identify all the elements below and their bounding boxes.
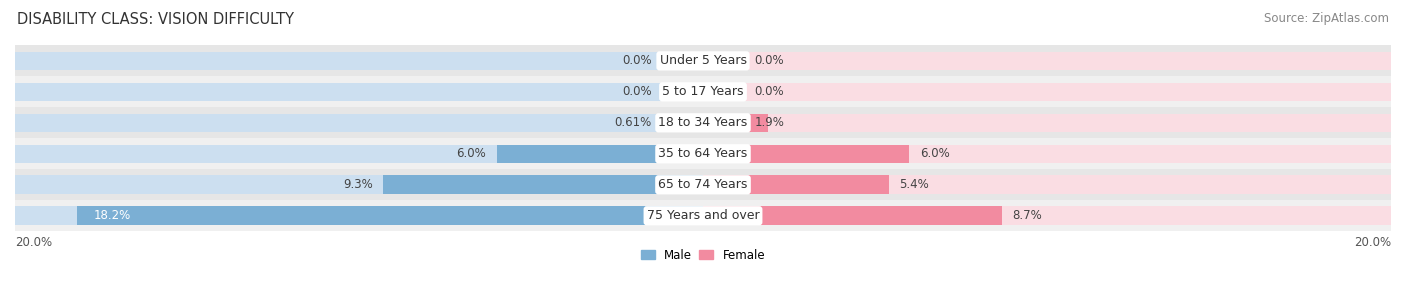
Text: 0.61%: 0.61% <box>614 116 651 129</box>
Bar <box>15 107 1391 138</box>
Bar <box>15 169 1391 200</box>
Bar <box>703 113 768 132</box>
Text: 20.0%: 20.0% <box>15 236 52 249</box>
Bar <box>496 144 703 163</box>
Text: 20.0%: 20.0% <box>1354 236 1391 249</box>
Bar <box>15 113 703 132</box>
Text: 0.0%: 0.0% <box>755 85 785 98</box>
Bar <box>703 52 1391 70</box>
Text: 75 Years and over: 75 Years and over <box>647 209 759 222</box>
Bar <box>703 144 910 163</box>
Bar <box>703 206 1002 225</box>
Bar <box>15 52 703 70</box>
Bar <box>15 175 703 194</box>
Bar <box>703 175 889 194</box>
Bar <box>703 113 1391 132</box>
Text: 0.0%: 0.0% <box>621 54 651 67</box>
Text: 9.3%: 9.3% <box>343 178 373 191</box>
Text: 1.9%: 1.9% <box>755 116 785 129</box>
Bar <box>15 45 1391 76</box>
Text: 8.7%: 8.7% <box>1012 209 1042 222</box>
Bar <box>15 206 703 225</box>
Text: Source: ZipAtlas.com: Source: ZipAtlas.com <box>1264 12 1389 25</box>
Bar <box>15 144 703 163</box>
Bar <box>77 206 703 225</box>
Bar <box>15 76 1391 107</box>
Bar <box>382 175 703 194</box>
Text: 5 to 17 Years: 5 to 17 Years <box>662 85 744 98</box>
Text: 0.0%: 0.0% <box>755 54 785 67</box>
Bar <box>15 83 703 101</box>
Bar <box>15 200 1391 231</box>
Bar <box>703 206 1391 225</box>
Bar <box>703 83 1391 101</box>
Text: 5.4%: 5.4% <box>898 178 929 191</box>
Text: 6.0%: 6.0% <box>457 147 486 160</box>
Text: 0.0%: 0.0% <box>621 85 651 98</box>
Bar <box>703 175 1391 194</box>
Text: 18 to 34 Years: 18 to 34 Years <box>658 116 748 129</box>
Text: 6.0%: 6.0% <box>920 147 949 160</box>
Text: 65 to 74 Years: 65 to 74 Years <box>658 178 748 191</box>
Text: 18.2%: 18.2% <box>94 209 131 222</box>
Text: Under 5 Years: Under 5 Years <box>659 54 747 67</box>
Bar <box>703 144 1391 163</box>
Bar <box>682 113 703 132</box>
Text: 35 to 64 Years: 35 to 64 Years <box>658 147 748 160</box>
Legend: Male, Female: Male, Female <box>636 244 770 266</box>
Bar <box>15 138 1391 169</box>
Text: DISABILITY CLASS: VISION DIFFICULTY: DISABILITY CLASS: VISION DIFFICULTY <box>17 12 294 27</box>
